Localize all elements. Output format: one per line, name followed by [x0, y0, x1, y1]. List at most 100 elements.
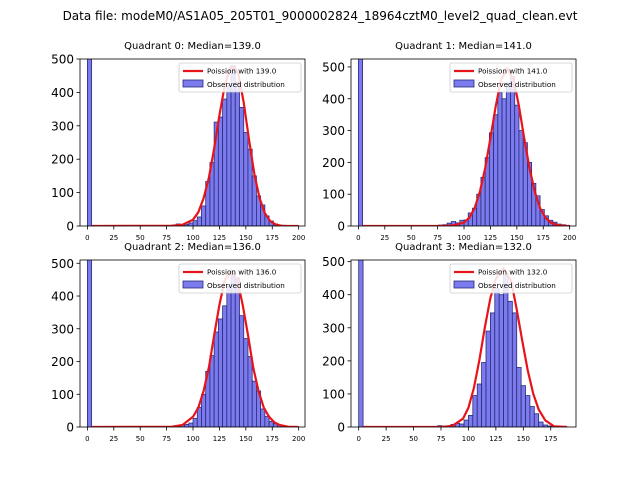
x-tick-label: 175 [266, 234, 279, 242]
x-tick-label: 175 [544, 435, 557, 443]
x-tick-label: 100 [457, 234, 470, 242]
y-tick-label: 200 [322, 156, 345, 170]
histogram-bar [230, 272, 236, 427]
histogram-bar [188, 422, 194, 427]
y-tick-label: 100 [51, 186, 74, 200]
x-tick-label: 100 [186, 234, 199, 242]
x-tick-label: 0 [356, 234, 360, 242]
histogram-bar [264, 416, 270, 427]
histogram-bar [514, 104, 520, 226]
y-tick-label: 200 [51, 153, 74, 167]
histogram-bar [86, 260, 93, 427]
histogram-bar [463, 419, 469, 427]
y-tick-label: 300 [322, 124, 345, 138]
subplot-title: Quadrant 0: Median=139.0 [124, 41, 261, 52]
y-tick-label: 200 [51, 355, 74, 369]
subplot-title: Quadrant 2: Median=136.0 [124, 242, 261, 253]
y-tick-label: 0 [66, 220, 74, 234]
histogram-bar [226, 85, 232, 226]
subplot-title: Quadrant 3: Median=132.0 [395, 242, 532, 253]
subplot-quadrant-0: 0 25 50 75 100 125 150 175 200 0 100 200 300 400 500 Qu… [51, 41, 306, 242]
histogram-bar [260, 408, 266, 427]
histogram-bar [234, 81, 240, 226]
x-tick-label: 100 [462, 435, 475, 443]
y-tick-label: 400 [51, 290, 74, 304]
histogram-bar [459, 423, 465, 427]
histogram-bar [533, 413, 540, 427]
y-tick-label: 400 [51, 86, 74, 100]
histogram-bar [217, 318, 224, 427]
histogram-bar [525, 395, 531, 427]
histogram-bar [520, 385, 526, 427]
y-tick-label: 100 [51, 388, 74, 402]
histogram-bar [472, 395, 478, 427]
legend-hist-swatch [182, 280, 204, 289]
histogram-bars [358, 260, 557, 427]
x-tick-label: 25 [109, 435, 118, 443]
poisson-curve [91, 269, 299, 427]
histogram-bar [489, 312, 496, 427]
y-tick-label: 100 [322, 387, 345, 401]
x-tick-label: 25 [109, 234, 118, 242]
histogram-bar [201, 205, 207, 226]
x-tick-label: 200 [292, 435, 305, 443]
histogram-bar [518, 130, 524, 226]
histogram-bar [268, 421, 274, 427]
x-tick-label: 125 [213, 435, 226, 443]
x-tick-label: 175 [537, 234, 550, 242]
subplot-quadrant-2: 0 25 50 75 100 125 150 175 200 0 100 200 300 400 500 Qu… [51, 242, 306, 443]
histogram-bar [222, 305, 228, 427]
legend-line-label: Poission with 141.0 [478, 67, 548, 76]
legend-hist-label: Observed distribution [478, 80, 556, 89]
histogram-bar [498, 294, 504, 427]
x-tick-label: 50 [136, 234, 145, 242]
legend-hist-swatch [453, 280, 475, 289]
x-tick-label: 175 [266, 435, 279, 443]
histogram-bar [209, 355, 215, 427]
histogram-bar [213, 331, 219, 427]
x-tick-label: 150 [510, 234, 523, 242]
legend-box [178, 62, 302, 93]
legend-line-label: Poission with 139.0 [207, 67, 277, 76]
histogram-bar [357, 59, 364, 226]
x-tick-label: 75 [162, 234, 171, 242]
legend-hist-swatch [453, 79, 475, 88]
x-tick-label: 50 [407, 234, 416, 242]
x-tick-label: 125 [213, 234, 226, 242]
histogram-bar [217, 116, 224, 226]
x-tick-label: 125 [489, 435, 502, 443]
histogram-bar [358, 260, 364, 427]
y-tick-label: 100 [322, 188, 345, 202]
x-tick-label: 50 [409, 435, 418, 443]
figure-suptitle: Data file: modeM0/AS1A05_205T01_90000028… [63, 9, 578, 23]
histogram-bar [493, 114, 499, 226]
histogram-bar [247, 356, 253, 427]
histogram-bar [501, 98, 507, 226]
axes-frame [350, 58, 577, 227]
x-tick-label: 25 [382, 435, 391, 443]
legend-line-label: Poission with 132.0 [478, 268, 548, 277]
histogram-bar [192, 418, 198, 427]
legend-box [178, 263, 302, 294]
subplot-quadrant-1: 0 25 50 75 100 125 150 175 200 0 100 200 300 400 500 Qu… [322, 41, 577, 242]
histogram-bar [511, 312, 518, 427]
histogram-bar [239, 315, 245, 427]
legend-hist-swatch [182, 79, 204, 88]
histogram-bar [226, 285, 232, 427]
histogram-bar [505, 82, 511, 226]
y-tick-label: 500 [51, 257, 74, 271]
y-tick-label: 500 [51, 53, 74, 67]
x-tick-label: 0 [85, 435, 89, 443]
x-tick-label: 75 [162, 435, 171, 443]
histogram-bar [196, 216, 202, 226]
axes-frame [350, 259, 577, 428]
histogram-bar [243, 132, 249, 226]
y-tick-label: 0 [337, 421, 345, 435]
x-tick-label: 200 [563, 234, 576, 242]
histogram-bar [192, 220, 198, 226]
y-tick-label: 500 [322, 255, 345, 269]
legend-hist-label: Observed distribution [478, 281, 556, 290]
histogram-bar [503, 274, 509, 427]
y-tick-label: 300 [51, 322, 74, 336]
y-tick-label: 0 [337, 220, 345, 234]
